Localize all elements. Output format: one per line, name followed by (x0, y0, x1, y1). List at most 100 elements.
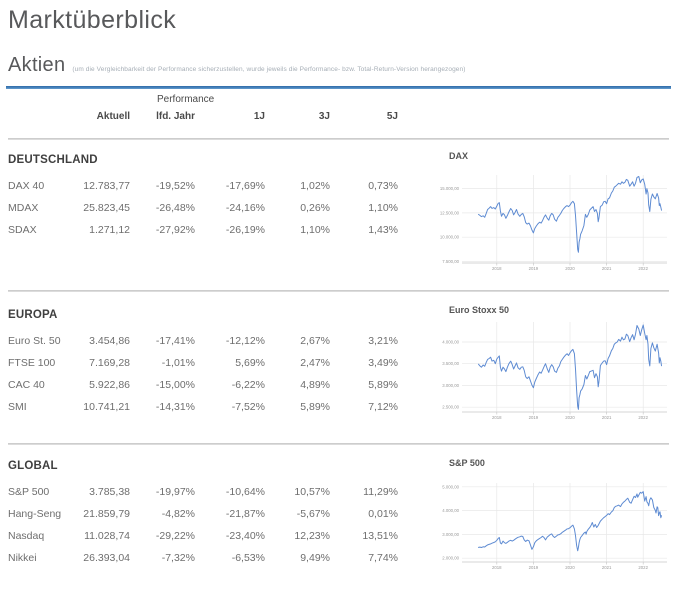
index-value: -26,48% (155, 202, 195, 214)
index-value: -7,32% (161, 552, 195, 564)
index-value: -4,82% (161, 508, 195, 520)
index-value: -19,97% (155, 486, 195, 498)
index-value: 0,26% (300, 202, 330, 214)
market-section-europa: EUROPA Euro St. 50 3.454,86 -17,41% -12,12% 2… (8, 300, 398, 418)
index-value: 5.922,86 (89, 379, 130, 391)
index-value: 5,69% (235, 357, 265, 369)
index-value: 1,02% (300, 180, 330, 192)
index-value: -1,01% (161, 357, 195, 369)
table-row: Hang-Seng 21.859,79 -4,82% -21,87% -5,67% 0,0… (8, 503, 398, 525)
header-divider (8, 138, 669, 140)
index-value: 1,10% (368, 202, 398, 214)
index-value: 2,47% (300, 357, 330, 369)
index-value: 5,89% (300, 401, 330, 413)
x-axis-label: 2020 (565, 415, 575, 420)
section-title: EUROPA (8, 309, 58, 321)
index-value: 12.783,77 (83, 180, 130, 192)
table-row: MDAX 25.823,45 -26,48% -24,16% 0,26% 1,10% (8, 197, 398, 219)
x-axis-label: 2018 (492, 266, 502, 271)
table-row: Nasdaq 11.028,74 -29,22% -23,40% 12,23% 13,51… (8, 525, 398, 547)
index-value: 26.393,04 (83, 552, 130, 564)
y-axis-label: 4.000,00 (442, 340, 459, 345)
price-line (478, 324, 662, 410)
table-row: FTSE 100 7.169,28 -1,01% 5,69% 2,47% 3,49% (8, 352, 398, 374)
x-axis-label: 2021 (602, 266, 612, 271)
y-axis-label: 10.000,00 (440, 235, 460, 240)
index-value: -17,69% (225, 180, 265, 192)
y-axis-label: 7.500,00 (442, 259, 459, 264)
index-label: MDAX (8, 202, 39, 214)
index-value: -21,87% (225, 508, 265, 520)
index-label: DAX 40 (8, 180, 45, 192)
column-header-row: Aktuell lfd. Jahr 1J 3J 5J (8, 108, 398, 124)
index-label: CAC 40 (8, 379, 45, 391)
aktien-section-header: Aktien (um die Vergleichbarkeit der Perf… (8, 54, 466, 77)
x-axis-label: 2022 (638, 565, 648, 570)
price-line (478, 176, 662, 253)
index-value: 3,49% (368, 357, 398, 369)
x-axis-label: 2021 (602, 565, 612, 570)
column-header-lfd-jahr: lfd. Jahr (156, 110, 195, 122)
sp500-chart-title: S&P 500 (449, 458, 485, 468)
index-value: -19,52% (155, 180, 195, 192)
index-value: -17,41% (155, 335, 195, 347)
x-axis-label: 2022 (638, 266, 648, 271)
index-value: 21.859,79 (83, 508, 130, 520)
aktien-caption: (um die Vergleichbarkeit der Performance… (72, 66, 466, 73)
section-divider (8, 290, 669, 292)
column-header-1j: 1J (253, 110, 265, 122)
y-axis-label: 2.500,00 (442, 405, 459, 410)
index-value: -5,67% (296, 508, 330, 520)
x-axis-label: 2022 (638, 415, 648, 420)
index-value: -7,52% (231, 401, 265, 413)
index-value: 3,21% (368, 335, 398, 347)
y-axis-label: 3.000,00 (442, 532, 459, 537)
table-row: SDAX 1.271,12 -27,92% -26,19% 1,10% 1,43% (8, 219, 398, 241)
y-axis-label: 4.000,00 (442, 508, 459, 513)
x-axis-label: 2018 (492, 415, 502, 420)
index-label: Nasdaq (8, 530, 45, 542)
index-value: 3.785,38 (89, 486, 130, 498)
market-section-deutschland: DEUTSCHLAND DAX 40 12.783,77 -19,52% -17,69%… (8, 145, 398, 241)
index-value: 0,01% (368, 508, 398, 520)
index-label: Hang-Seng (8, 508, 62, 520)
index-value: 9,49% (300, 552, 330, 564)
index-label: S&P 500 (8, 486, 50, 498)
index-value: -24,16% (225, 202, 265, 214)
index-value: 7.169,28 (89, 357, 130, 369)
index-label: SDAX (8, 224, 37, 236)
x-axis-label: 2020 (565, 266, 575, 271)
index-value: 7,74% (368, 552, 398, 564)
euro-stoxx-50-chart-title: Euro Stoxx 50 (449, 305, 510, 315)
index-label: FTSE 100 (8, 357, 56, 369)
y-axis-label: 15.000,00 (440, 186, 460, 191)
y-axis-label: 3.500,00 (442, 361, 459, 366)
index-value: 0,73% (368, 180, 398, 192)
section-title: GLOBAL (8, 460, 58, 472)
index-value: 7,12% (368, 401, 398, 413)
euro-stoxx-50-chart: 4.000,00 3.500,00 3.000,00 2.500,00 2018 2019… (442, 322, 667, 420)
y-axis-label: 3.000,00 (442, 383, 459, 388)
index-value: 12,23% (294, 530, 330, 542)
index-value: 11.028,74 (84, 530, 130, 542)
index-value: 1.271,12 (89, 224, 130, 236)
performance-group-label: Performance (157, 94, 215, 105)
index-value: -27,92% (155, 224, 195, 236)
index-value: 5,89% (368, 379, 398, 391)
dax-chart-title: DAX (449, 151, 469, 161)
index-value: 25.823,45 (83, 202, 130, 214)
page-title: Marktüberblick (8, 6, 177, 34)
x-axis-label: 2019 (529, 415, 539, 420)
index-value: -29,22% (155, 530, 195, 542)
index-value: 2,67% (300, 335, 330, 347)
index-value: 13,51% (362, 530, 398, 542)
section-divider (8, 443, 669, 445)
x-axis-label: 2020 (565, 565, 575, 570)
table-row: SMI 10.741,21 -14,31% -7,52% 5,89% 7,12% (8, 396, 398, 418)
index-value: -12,12% (225, 335, 265, 347)
index-value: -10,64% (225, 486, 265, 498)
table-row: S&P 500 3.785,38 -19,97% -10,64% 10,57% 11,29… (8, 481, 398, 503)
index-value: -23,40% (225, 530, 265, 542)
aktien-heading: Aktien (8, 54, 66, 76)
x-axis-label: 2018 (492, 565, 502, 570)
